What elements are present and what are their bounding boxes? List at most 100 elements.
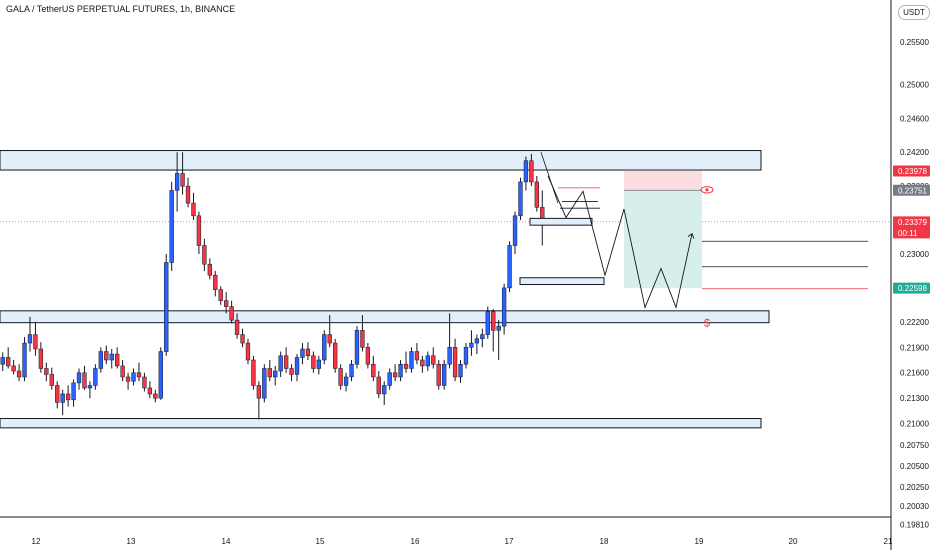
candle-body	[463, 347, 469, 365]
candle-body	[518, 181, 523, 217]
candles-layer	[0, 152, 545, 420]
candle	[180, 152, 185, 195]
price-tag-label: 0.22598	[898, 284, 927, 293]
candle-body	[218, 289, 223, 301]
dollar-symbol: $	[704, 318, 710, 330]
candle-body	[354, 330, 360, 365]
candle	[398, 360, 403, 382]
candle	[414, 343, 420, 365]
time-tick-label: 17	[505, 537, 514, 546]
candle-body	[136, 372, 142, 378]
time-tick-label: 14	[222, 537, 231, 546]
time-tick-label: 19	[695, 537, 704, 546]
candle	[273, 365, 278, 386]
price-tag-box	[893, 184, 930, 196]
candle-body	[338, 368, 343, 386]
eye-pupil	[705, 188, 709, 192]
candle	[458, 360, 463, 383]
candle-body	[316, 359, 321, 369]
candle-body	[414, 351, 420, 361]
candle-body	[147, 387, 153, 395]
eye-outline	[700, 186, 714, 194]
candle-body	[240, 334, 245, 344]
candle-body	[480, 334, 485, 340]
candle-body	[131, 372, 136, 382]
candle	[191, 192, 196, 221]
candle-body	[376, 376, 381, 395]
candle	[27, 316, 33, 352]
candle	[98, 347, 103, 373]
time-tick-label: 15	[316, 537, 325, 546]
price-tick-label: 0.21600	[900, 369, 929, 378]
candle-body	[327, 334, 332, 344]
candle	[109, 348, 114, 369]
candle-body	[311, 355, 316, 369]
time-tick-label: 21	[884, 537, 893, 546]
candle-body	[44, 368, 49, 375]
time-tick-label: 18	[600, 537, 609, 546]
chart-title: GALA / TetherUS PERPETUAL FUTURES, 1h, B…	[6, 4, 236, 14]
candle-body	[76, 372, 82, 384]
candle-body	[180, 173, 185, 187]
candle-body	[251, 359, 256, 386]
candle	[60, 389, 65, 416]
candle	[44, 362, 49, 382]
currency-unit-button[interactable]: USDT	[898, 5, 930, 20]
candle	[376, 371, 381, 399]
candle	[229, 300, 234, 324]
price-tag: 0.23751	[893, 184, 930, 196]
candle-body	[207, 263, 212, 276]
candle-body	[322, 334, 327, 361]
candle-body	[333, 342, 338, 369]
candle	[403, 351, 409, 373]
price-tick-label: 0.19810	[900, 521, 929, 530]
price-tag-label: 0.23751	[898, 186, 927, 195]
candle-body	[120, 365, 125, 378]
candle-body	[142, 376, 147, 389]
candle-body	[442, 363, 447, 386]
candle	[224, 292, 229, 314]
candle-body	[27, 334, 33, 344]
candle-body	[71, 382, 76, 401]
price-tick-label: 0.20500	[900, 462, 929, 471]
candle	[425, 351, 430, 372]
candle-body	[360, 330, 365, 348]
candle-body	[349, 363, 354, 378]
price-tick-label: 0.21000	[900, 420, 929, 429]
candle	[474, 334, 480, 355]
candle	[518, 177, 523, 221]
candle	[289, 364, 294, 382]
candle	[305, 342, 311, 361]
candle	[469, 330, 474, 356]
candle-body	[431, 355, 436, 365]
candle-body	[16, 370, 22, 378]
candle	[82, 365, 87, 390]
candle-body	[234, 319, 240, 335]
candle-body	[496, 325, 501, 331]
price-tick-label: 0.20030	[900, 502, 929, 511]
candle-body	[6, 357, 11, 367]
candle-body	[125, 376, 131, 382]
candle-body	[93, 368, 98, 386]
candle-body	[392, 372, 398, 378]
candle-body	[224, 300, 229, 307]
candle	[512, 211, 518, 254]
candle	[442, 360, 447, 390]
candle	[120, 360, 125, 382]
candle	[523, 156, 529, 191]
candle-body	[196, 215, 202, 246]
candle	[360, 315, 365, 352]
candle-body	[104, 351, 109, 361]
candle	[71, 379, 76, 407]
time-tick-label: 16	[411, 537, 420, 546]
candle	[491, 309, 496, 352]
candle-body	[387, 372, 392, 386]
candle	[136, 362, 142, 382]
candle-body	[153, 393, 158, 399]
candle	[16, 364, 22, 382]
candle	[392, 364, 398, 382]
candle-body	[523, 160, 529, 183]
candle	[245, 338, 251, 365]
